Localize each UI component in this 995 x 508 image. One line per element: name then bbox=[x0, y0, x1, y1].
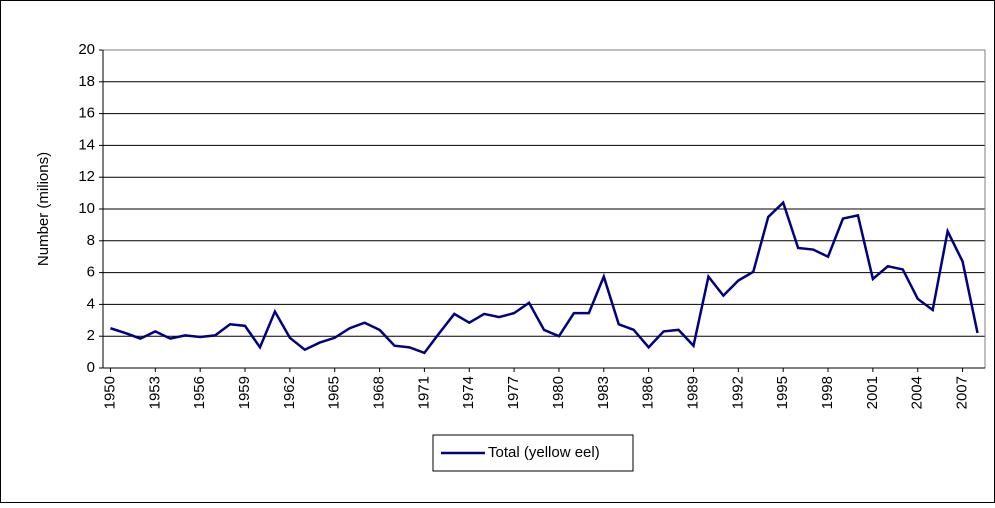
x-tick-label: 1953 bbox=[146, 376, 163, 409]
legend-label: Total (yellow eel) bbox=[488, 444, 600, 461]
y-tick-label: 10 bbox=[78, 200, 95, 217]
x-tick-label: 1974 bbox=[460, 376, 477, 409]
y-tick-label: 0 bbox=[87, 359, 95, 376]
x-tick-label: 1989 bbox=[684, 376, 701, 409]
y-tick-label: 16 bbox=[78, 105, 95, 122]
x-tick-label: 2004 bbox=[909, 376, 926, 409]
x-tick-label: 1950 bbox=[101, 376, 118, 409]
x-tick-label: 1959 bbox=[236, 376, 253, 409]
x-tick-label: 1995 bbox=[774, 376, 791, 409]
y-tick-label: 12 bbox=[78, 168, 95, 185]
y-axis-label: Number (milions) bbox=[35, 152, 52, 266]
x-tick-label: 1962 bbox=[281, 376, 298, 409]
y-tick-label: 2 bbox=[87, 327, 95, 344]
x-tick-label: 1980 bbox=[550, 376, 567, 409]
x-tick-label: 1956 bbox=[191, 376, 208, 409]
y-tick-label: 18 bbox=[78, 73, 95, 90]
x-tick-label: 2007 bbox=[954, 376, 971, 409]
x-tick-label: 1965 bbox=[326, 376, 343, 409]
x-tick-label: 1977 bbox=[505, 376, 522, 409]
x-tick-label: 1998 bbox=[819, 376, 836, 409]
x-tick-label: 1983 bbox=[595, 376, 612, 409]
y-tick-label: 20 bbox=[78, 41, 95, 58]
x-tick-label: 1968 bbox=[371, 376, 388, 409]
y-tick-label: 4 bbox=[87, 295, 95, 312]
x-tick-label: 1971 bbox=[415, 376, 432, 409]
y-tick-label: 6 bbox=[87, 264, 95, 281]
line bbox=[110, 200, 979, 355]
x-tick-label: 1986 bbox=[640, 376, 657, 409]
x-tick-label: 1992 bbox=[729, 376, 746, 409]
y-tick-label: 14 bbox=[78, 136, 95, 153]
x-tick-label: 2001 bbox=[864, 376, 881, 409]
y-tick-label: 8 bbox=[87, 232, 95, 249]
